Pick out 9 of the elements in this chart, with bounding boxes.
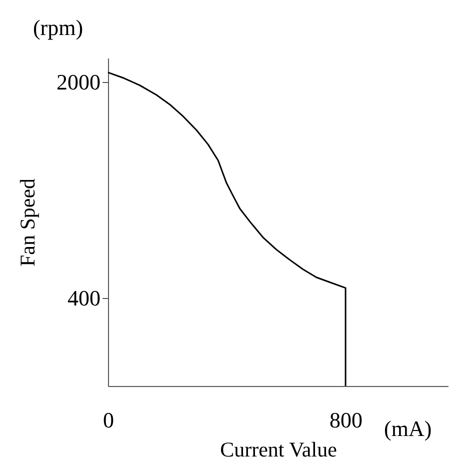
text: (mA)	[384, 416, 432, 441]
y-tick-label: 2000	[56, 70, 100, 95]
line-series	[107, 72, 346, 387]
x-tick-label: 800	[330, 408, 363, 432]
y-tick-label: 400	[68, 286, 100, 311]
text: (rpm)	[32, 15, 84, 40]
x-axis-title: Current Value	[220, 438, 337, 462]
y-axis-title: Fan Speed	[16, 178, 40, 267]
x-tick-label: 0	[103, 408, 114, 432]
